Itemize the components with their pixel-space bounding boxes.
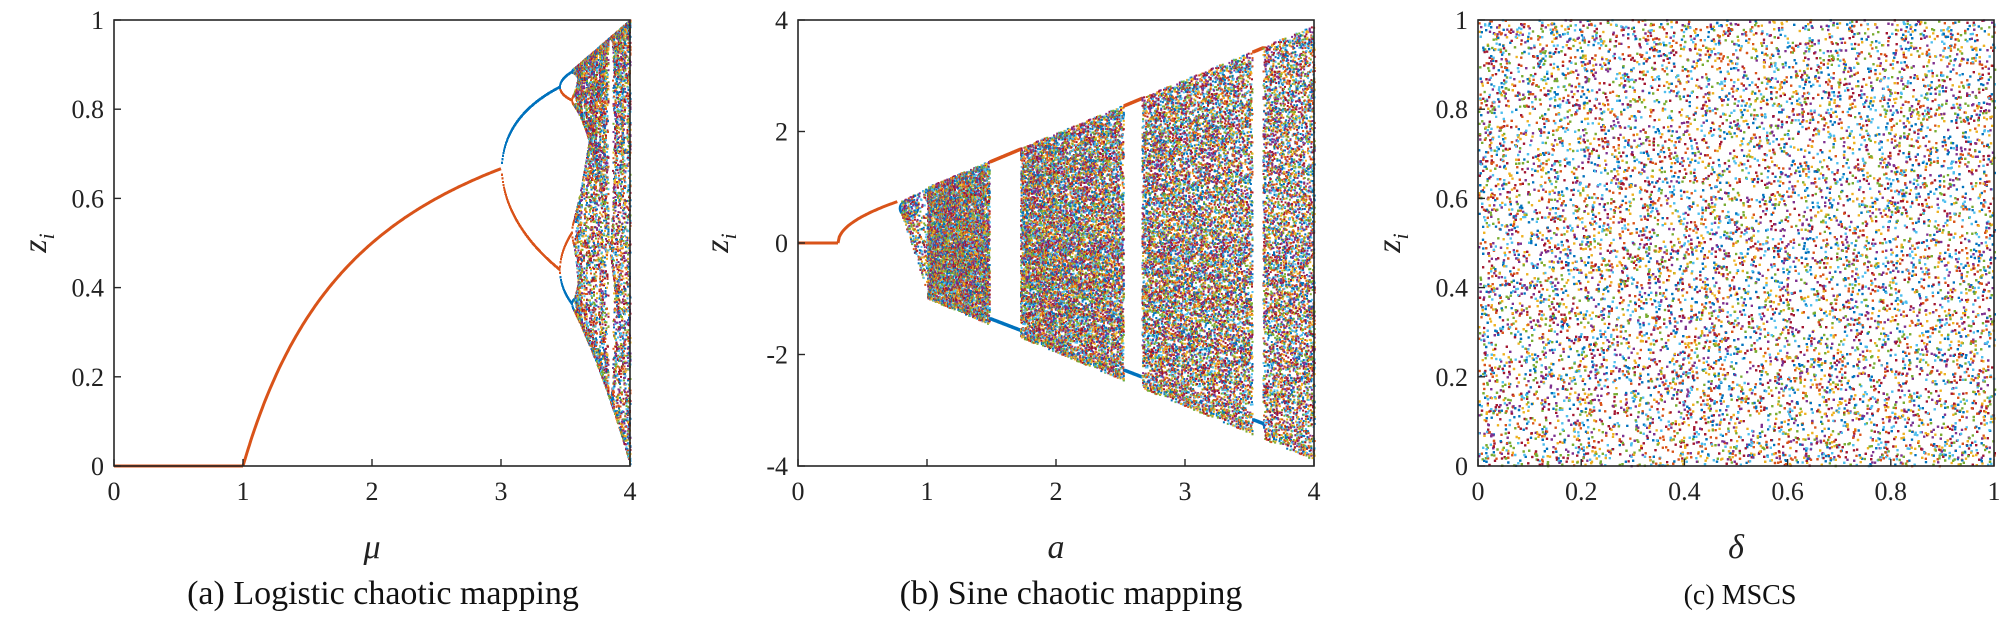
- bifurcation-point: [571, 303, 573, 305]
- bifurcation-point: [559, 268, 561, 270]
- bifurcation-point: [571, 99, 573, 101]
- bifurcation-point: [560, 276, 562, 278]
- bifurcation-point: [571, 232, 573, 234]
- bifurcation-point: [503, 152, 505, 154]
- bifurcation-point: [501, 162, 503, 164]
- bifurcation-point: [502, 181, 504, 183]
- bifurcation-point: [503, 187, 505, 189]
- panel-a: 0 1 2 3 400.20.40.60.81 μ zi (a) Logistic ch…: [17, 6, 637, 612]
- bifurcation-point: [501, 174, 503, 176]
- bifurcation-point: [572, 237, 574, 239]
- bifurcation-point: [572, 227, 574, 229]
- bifurcation-point: [559, 266, 561, 268]
- bifurcation-point: [560, 261, 562, 263]
- bifurcation-point: [503, 184, 505, 186]
- bifurcation-point: [502, 158, 504, 160]
- bifurcation-point: [559, 272, 561, 274]
- bifurcation-point: [560, 258, 562, 260]
- bifurcation-point: [504, 191, 506, 193]
- bifurcation-point: [572, 240, 574, 242]
- bifurcation-point: [572, 224, 574, 226]
- bifurcation-point: [504, 189, 506, 191]
- bifurcation-point: [505, 194, 507, 196]
- bifurcation-point: [561, 281, 563, 283]
- bifurcation-point: [561, 256, 563, 258]
- bifurcation-point: [561, 254, 563, 256]
- bifurcation-point: [504, 148, 506, 150]
- bifurcation-point: [559, 87, 561, 89]
- bifurcation-point: [560, 279, 562, 281]
- bifurcation-point: [559, 85, 561, 87]
- bifurcation-point: [502, 155, 504, 157]
- bifurcation-point: [503, 150, 505, 152]
- bifurcation-point: [502, 177, 504, 179]
